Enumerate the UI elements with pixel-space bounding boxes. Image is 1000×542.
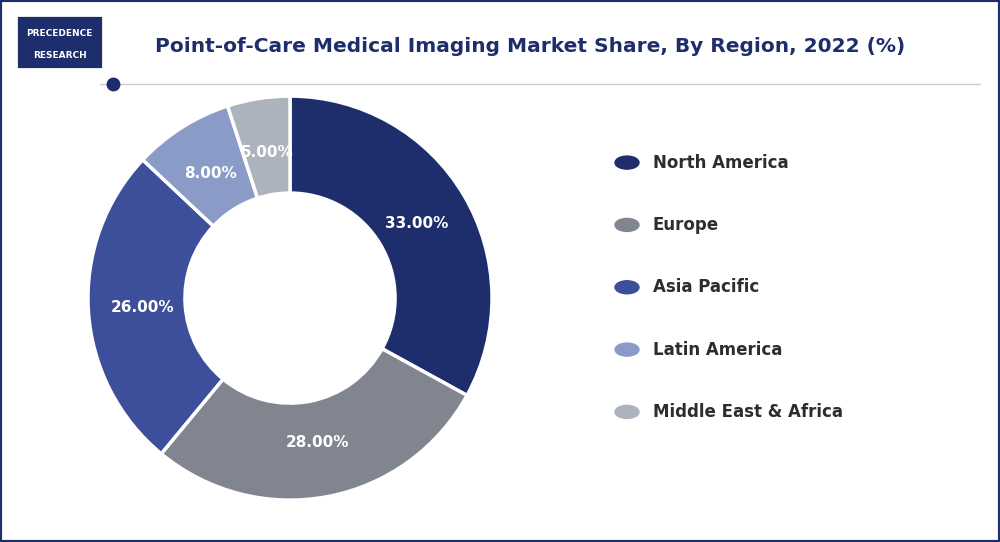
Text: Latin America: Latin America — [653, 340, 782, 359]
Wedge shape — [161, 349, 467, 500]
FancyBboxPatch shape — [16, 15, 103, 69]
Text: 5.00%: 5.00% — [241, 145, 293, 160]
Wedge shape — [88, 160, 223, 454]
Text: 8.00%: 8.00% — [185, 166, 237, 181]
Text: 26.00%: 26.00% — [111, 300, 175, 315]
Text: 28.00%: 28.00% — [286, 435, 349, 450]
Text: 33.00%: 33.00% — [385, 216, 449, 230]
Text: Point-of-Care Medical Imaging Market Share, By Region, 2022 (%): Point-of-Care Medical Imaging Market Sha… — [155, 36, 905, 56]
Text: PRECEDENCE: PRECEDENCE — [26, 29, 93, 38]
Wedge shape — [143, 106, 258, 226]
Wedge shape — [228, 96, 290, 198]
Text: Middle East & Africa: Middle East & Africa — [653, 403, 843, 421]
Text: Europe: Europe — [653, 216, 719, 234]
Text: Asia Pacific: Asia Pacific — [653, 278, 759, 296]
Wedge shape — [290, 96, 492, 396]
Text: RESEARCH: RESEARCH — [33, 50, 86, 60]
Text: North America: North America — [653, 153, 789, 172]
